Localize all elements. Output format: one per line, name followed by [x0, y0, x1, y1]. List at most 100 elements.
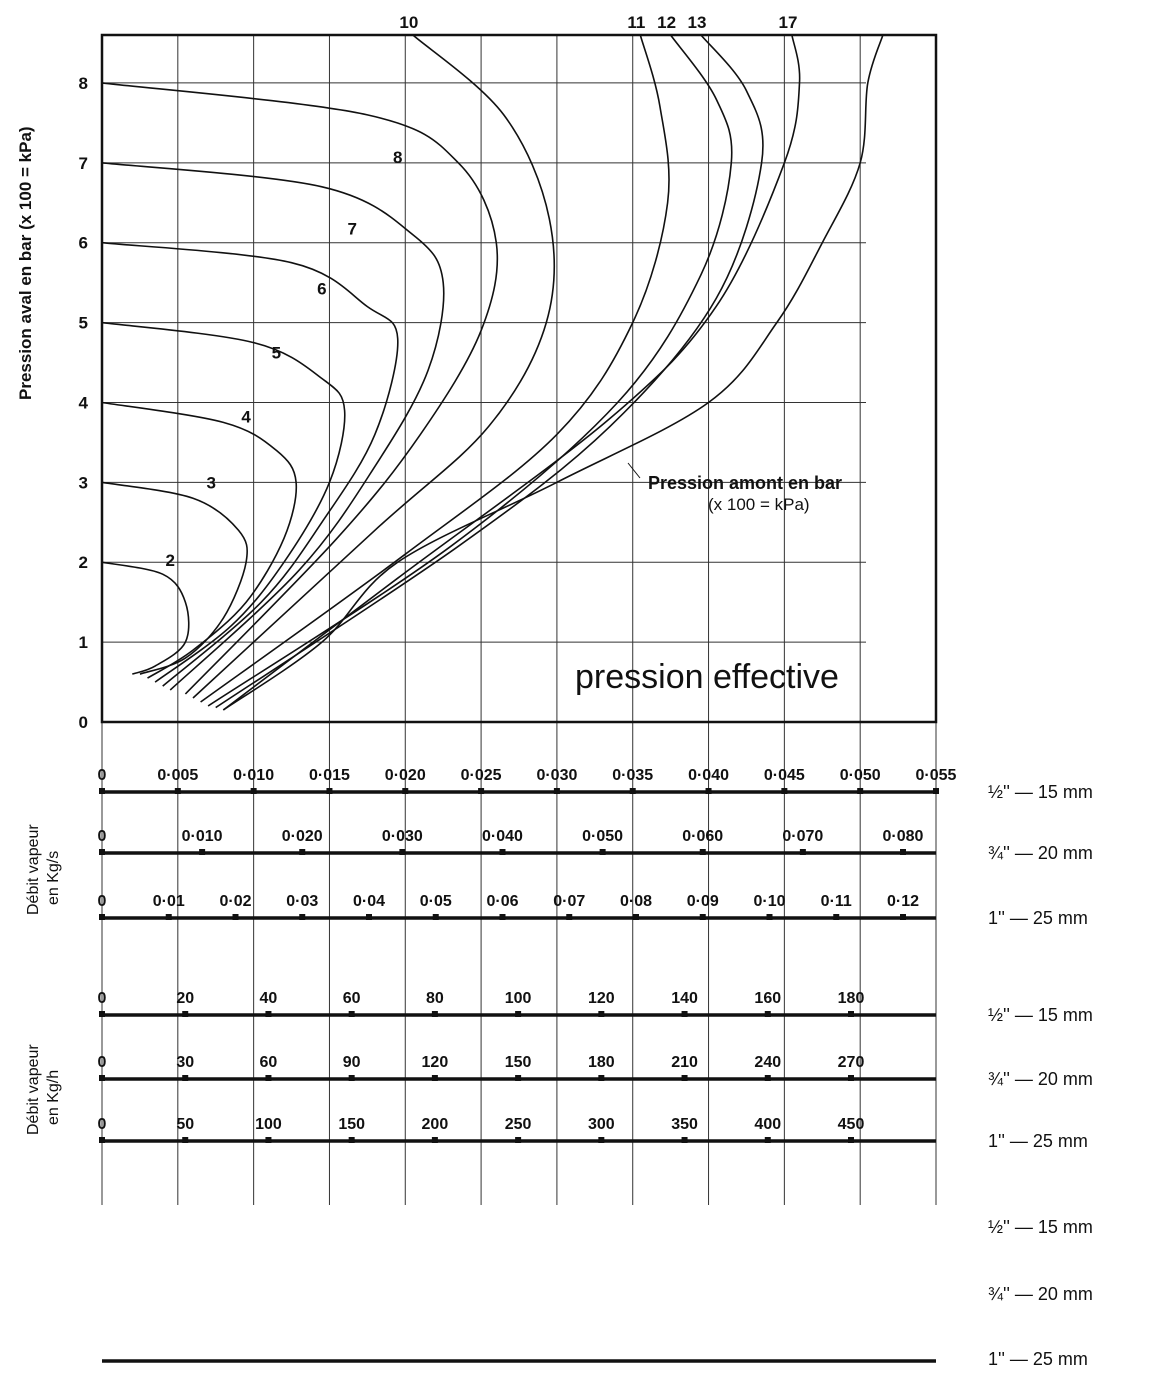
series-line-3 — [101, 481, 249, 675]
scale-tick-label: 270 — [838, 1054, 865, 1071]
scale-tick — [99, 1075, 105, 1081]
scale-tick-label: 120 — [422, 1054, 449, 1071]
scale-tick — [99, 849, 105, 855]
scale-tick-label: 0·11 — [821, 893, 852, 910]
series-line-13 — [215, 34, 764, 709]
scale-tick — [99, 788, 105, 794]
scale-tick-label: 150 — [338, 1116, 365, 1133]
scale-tick — [705, 788, 712, 794]
scale-tick-label: 0 — [98, 767, 107, 784]
y-tick-label: 3 — [79, 473, 88, 492]
scale-tick — [199, 849, 206, 855]
scale-tick-label: 0·03 — [286, 893, 318, 910]
scale-tick-label: 0·07 — [553, 893, 585, 910]
scale-tick-label: 0·040 — [688, 767, 729, 784]
scale-tick — [633, 914, 639, 920]
scale-tick — [265, 1137, 272, 1143]
scale-tick-label: 0·030 — [536, 767, 577, 784]
scale-group-unit: en Kg/s — [45, 851, 62, 905]
series-line-12 — [207, 34, 733, 707]
grid — [101, 35, 937, 1205]
curve-label-12: 12 — [657, 13, 676, 32]
y-tick-label: 8 — [79, 74, 88, 93]
scale-tick-label: 60 — [260, 1054, 278, 1071]
scale-tick — [848, 1137, 854, 1143]
scale-tick — [857, 788, 864, 794]
scale-tick-label: 0·09 — [687, 893, 719, 910]
annotation-main: pression effective — [575, 658, 839, 696]
scale-tick — [182, 1137, 189, 1143]
scale-tick-label: 0·050 — [840, 767, 881, 784]
scale-tick-label: 140 — [671, 990, 698, 1007]
scale-tick-label: 0·010 — [233, 767, 274, 784]
scale-tick-label: 200 — [422, 1116, 449, 1133]
scale-tick — [599, 849, 606, 855]
scale-tick-label: 300 — [588, 1116, 615, 1133]
scale-tick — [933, 788, 939, 794]
scale-tick — [499, 914, 506, 920]
scale-tick-label: 0 — [98, 1054, 107, 1071]
scale-tick-label: 350 — [671, 1116, 698, 1133]
pipe-size-label: ¾'' — 20 mm — [988, 843, 1093, 863]
scale-tick — [432, 914, 439, 920]
scale-tick-label: 0·070 — [782, 828, 823, 845]
pipe-size-label-extra: ½'' — 15 mm — [988, 1217, 1093, 1237]
y-tick-label: 7 — [79, 154, 88, 173]
scale-tick — [833, 914, 840, 920]
scale-tick-label: 30 — [176, 1054, 194, 1071]
scale-tick — [399, 849, 406, 855]
scale-tick — [348, 1011, 355, 1017]
scale-tick-label: 50 — [176, 1116, 194, 1133]
scale-tick — [366, 914, 372, 920]
scale-tick — [99, 914, 105, 920]
series-line-10 — [192, 34, 556, 699]
scale-tick — [431, 1075, 438, 1081]
scale-tick-label: 60 — [343, 990, 361, 1007]
scale-tick — [99, 1137, 105, 1143]
scale-tick-label: 0·01 — [153, 893, 185, 910]
scale-tick — [182, 1075, 189, 1081]
scale-tick — [265, 1075, 272, 1081]
scale-tick-label: 160 — [754, 990, 781, 1007]
scale-tick — [799, 849, 806, 855]
scale-tick-label: 0 — [98, 893, 107, 910]
scale-tick-label: 100 — [505, 990, 532, 1007]
scale-tick — [699, 849, 706, 855]
scale-group-title: Débit vapeur — [25, 824, 42, 915]
series-line-6 — [101, 241, 399, 687]
y-axis-title: Pression aval en bar (x 100 = kPa) — [16, 126, 35, 400]
series-line-7 — [101, 162, 445, 691]
scale-tick — [182, 1011, 189, 1017]
scale-tick-label: 0·12 — [887, 893, 919, 910]
scale-tick — [598, 1075, 605, 1081]
scale-tick-label: 0·050 — [582, 828, 623, 845]
curve-label-3: 3 — [206, 474, 215, 493]
scale-tick-label: 0·055 — [916, 767, 957, 784]
envelope-line — [222, 34, 884, 711]
scale-tick — [348, 1137, 355, 1143]
scale-tick — [299, 914, 306, 920]
scale-tick — [566, 914, 573, 920]
scale-tick-label: 0·06 — [486, 893, 518, 910]
scale-tick — [598, 1011, 605, 1017]
curve-label-10: 10 — [399, 13, 418, 32]
scale-tick-label: 0·080 — [883, 828, 924, 845]
scale-tick-label: 0·045 — [764, 767, 805, 784]
scale-tick-label: 180 — [838, 990, 865, 1007]
scale-tick-label: 0·04 — [353, 893, 385, 910]
series-line-11 — [200, 34, 670, 703]
scale-tick-label: 0·015 — [309, 767, 350, 784]
scale-tick — [764, 1137, 771, 1143]
annotation-pointer — [627, 462, 641, 479]
scale-tick — [515, 1137, 522, 1143]
scale-tick — [766, 914, 773, 920]
scale-tick — [900, 914, 906, 920]
scale-tick — [764, 1011, 771, 1017]
scale-tick-label: 90 — [343, 1054, 361, 1071]
scale-tick — [431, 1011, 438, 1017]
scale-tick-label: 450 — [838, 1116, 865, 1133]
scale-tick-label: 0 — [98, 1116, 107, 1133]
pipe-size-label: ½'' — 15 mm — [988, 1005, 1093, 1025]
scale-tick-label: 0·005 — [157, 767, 198, 784]
pipe-size-label-extra: ¾'' — 20 mm — [988, 1284, 1093, 1304]
